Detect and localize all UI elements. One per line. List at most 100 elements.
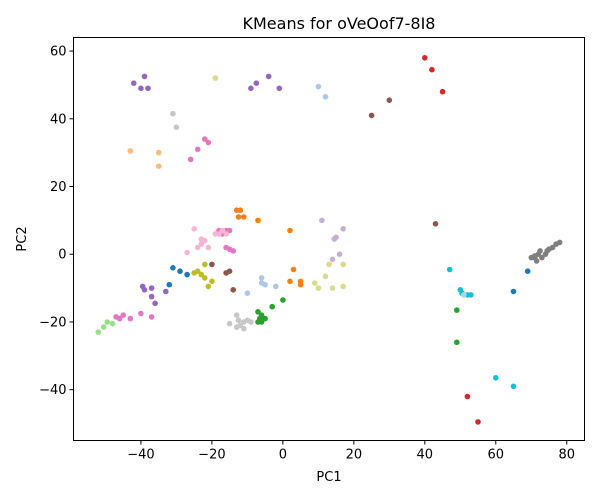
data-point <box>194 146 201 153</box>
data-point <box>253 80 260 86</box>
data-point <box>212 75 219 81</box>
data-point <box>537 248 543 254</box>
data-point <box>198 271 205 278</box>
data-point <box>340 283 347 290</box>
data-point <box>109 320 116 327</box>
data-point <box>184 249 190 256</box>
data-point <box>276 85 283 92</box>
data-point <box>166 281 173 288</box>
data-point <box>194 244 201 251</box>
data-point <box>163 288 169 295</box>
data-point <box>127 148 134 154</box>
data-point <box>202 237 208 244</box>
data-point <box>194 268 201 275</box>
data-point <box>439 88 446 95</box>
x-tick-label: 20 <box>346 448 363 463</box>
data-point <box>148 293 155 300</box>
data-point <box>549 244 556 251</box>
data-point <box>258 275 265 281</box>
data-point <box>297 281 304 288</box>
y-tick-label: 40 <box>50 112 67 127</box>
data-point <box>340 226 347 232</box>
data-point <box>262 281 268 288</box>
data-point <box>336 251 343 257</box>
data-point <box>235 317 242 324</box>
plot-frame <box>73 37 585 441</box>
data-point <box>155 149 162 156</box>
data-point <box>141 287 148 293</box>
data-point <box>205 283 212 290</box>
data-point <box>340 261 347 268</box>
data-point <box>104 319 110 325</box>
data-point <box>237 207 244 213</box>
data-point <box>493 375 499 381</box>
data-point <box>368 112 375 119</box>
data-point <box>461 292 467 298</box>
data-point <box>223 231 229 237</box>
data-point <box>539 254 545 261</box>
data-point <box>127 315 134 322</box>
data-point <box>312 280 318 286</box>
data-point <box>287 278 293 285</box>
data-point <box>255 217 261 224</box>
data-point <box>116 315 123 322</box>
data-point <box>287 227 293 234</box>
data-point <box>233 312 240 319</box>
data-point <box>454 307 460 313</box>
data-point <box>173 124 180 130</box>
data-point <box>432 221 439 227</box>
data-point <box>533 258 540 264</box>
data-point <box>273 283 279 290</box>
x-axis: −40 −20 0 20 40 60 80 <box>127 440 575 463</box>
y-axis-label: PC2 <box>15 226 30 251</box>
data-point <box>329 256 336 263</box>
data-point <box>244 290 251 297</box>
data-point <box>326 261 332 268</box>
data-point <box>446 266 453 273</box>
data-point <box>138 85 144 92</box>
data-point <box>191 226 197 232</box>
data-point <box>248 319 254 325</box>
data-point <box>262 315 268 322</box>
data-point <box>184 271 190 278</box>
data-point <box>152 300 158 307</box>
y-tick-label: −40 <box>39 383 66 398</box>
data-point <box>198 241 205 247</box>
data-point <box>510 383 517 390</box>
y-tick-label: −20 <box>39 315 66 330</box>
data-point <box>315 285 322 291</box>
plot-area <box>95 55 563 425</box>
data-point <box>386 97 393 103</box>
data-point <box>315 83 322 90</box>
data-point <box>209 278 215 285</box>
data-point <box>138 310 144 317</box>
x-tick-label: 0 <box>279 448 287 463</box>
data-point <box>202 136 208 142</box>
data-point <box>170 265 176 271</box>
data-point <box>258 319 265 325</box>
data-point <box>322 94 329 100</box>
data-point <box>155 163 162 169</box>
data-point <box>269 303 276 310</box>
data-point <box>177 268 183 275</box>
data-point <box>202 261 208 268</box>
data-point <box>205 139 212 146</box>
data-point <box>241 214 247 220</box>
data-point <box>510 288 517 295</box>
x-tick-label: −40 <box>127 448 154 463</box>
y-tick-label: 60 <box>50 45 67 60</box>
data-point <box>226 320 233 327</box>
data-point <box>532 253 538 259</box>
data-point <box>429 66 435 73</box>
data-point <box>241 325 247 332</box>
y-tick-label: 0 <box>58 248 66 263</box>
data-point <box>319 217 325 224</box>
x-tick-label: 80 <box>558 448 575 463</box>
data-point <box>95 329 102 335</box>
data-point <box>524 268 531 275</box>
data-point <box>205 244 212 251</box>
data-point <box>233 324 240 330</box>
data-point <box>145 85 151 92</box>
data-point <box>322 273 329 280</box>
